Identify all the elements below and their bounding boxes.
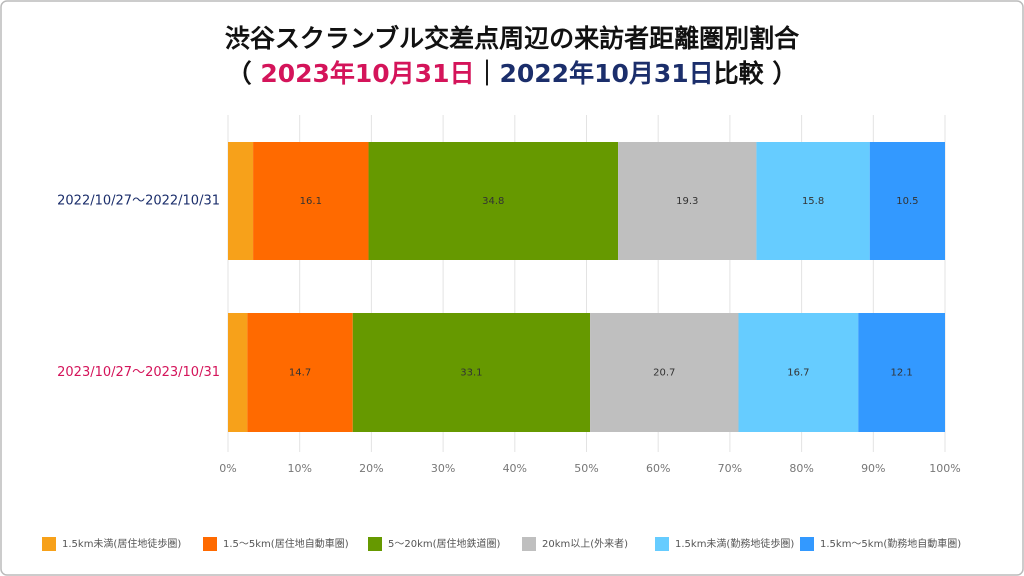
x-tick-label: 60% xyxy=(646,462,670,475)
x-tick-label: 10% xyxy=(287,462,311,475)
x-tick-label: 100% xyxy=(929,462,960,475)
data-label: 12.1 xyxy=(890,368,912,379)
bar-segment xyxy=(738,313,859,432)
data-label: 14.7 xyxy=(289,368,311,379)
subtitle-part: ｜ xyxy=(474,59,499,88)
legend-swatch xyxy=(368,537,382,551)
data-label: 34.8 xyxy=(482,196,504,207)
x-tick-label: 90% xyxy=(861,462,885,475)
x-tick-label: 50% xyxy=(574,462,598,475)
x-tick-label: 30% xyxy=(431,462,455,475)
legend-swatch xyxy=(522,537,536,551)
bar-segment xyxy=(618,142,757,260)
bar-segment xyxy=(368,142,619,260)
legend-swatch xyxy=(800,537,814,551)
data-label: 19.3 xyxy=(676,196,698,207)
bar-segment xyxy=(858,313,945,432)
bar-segment xyxy=(756,142,870,260)
x-tick-label: 70% xyxy=(718,462,742,475)
x-tick-label: 40% xyxy=(503,462,527,475)
bar-segment xyxy=(253,142,369,260)
chart-subtitle: （ 2023年10月31日｜2022年10月31日比較 ） xyxy=(227,59,798,88)
x-tick-label: 80% xyxy=(789,462,813,475)
data-label: 20.7 xyxy=(653,368,675,379)
legend-label: 1.5km未満(居住地徒歩圏) xyxy=(62,537,181,550)
bar-segment xyxy=(228,313,248,432)
bar-segment xyxy=(352,313,591,432)
y-tick-label: 2022/10/27～2022/10/31 xyxy=(57,194,220,209)
x-tick-label: 20% xyxy=(359,462,383,475)
legend-label: 1.5～5km(居住地自動車圏) xyxy=(223,537,349,550)
data-label: 33.1 xyxy=(460,368,482,379)
legend-label: 5～20km(居住地鉄道圏) xyxy=(388,537,501,550)
y-tick-label: 2023/10/27～2023/10/31 xyxy=(57,365,220,380)
legend-label: 1.5km未満(勤務地徒歩圏) xyxy=(675,537,794,550)
subtitle-part: 比較 ） xyxy=(714,59,798,88)
subtitle-part: （ xyxy=(227,59,261,88)
bar-segment xyxy=(590,313,739,432)
data-label: 15.8 xyxy=(802,196,824,207)
data-label: 16.1 xyxy=(300,196,322,207)
subtitle-part: 2022年10月31日 xyxy=(500,59,714,88)
chart-title: 渋谷スクランブル交差点周辺の来訪者距離圏別割合 xyxy=(225,24,800,53)
bar-segment xyxy=(228,142,254,260)
subtitle-part: 2023年10月31日 xyxy=(260,59,474,88)
legend-swatch xyxy=(655,537,669,551)
x-tick-label: 0% xyxy=(219,462,236,475)
bar-segment xyxy=(869,142,945,260)
data-label: 10.5 xyxy=(896,196,918,207)
legend-swatch xyxy=(203,537,217,551)
legend-swatch xyxy=(42,537,56,551)
legend-label: 1.5km～5km(勤務地自動車圏) xyxy=(820,537,961,550)
data-label: 16.7 xyxy=(787,368,809,379)
bar-segment xyxy=(247,313,353,432)
legend-label: 20km以上(外来者) xyxy=(542,538,628,550)
